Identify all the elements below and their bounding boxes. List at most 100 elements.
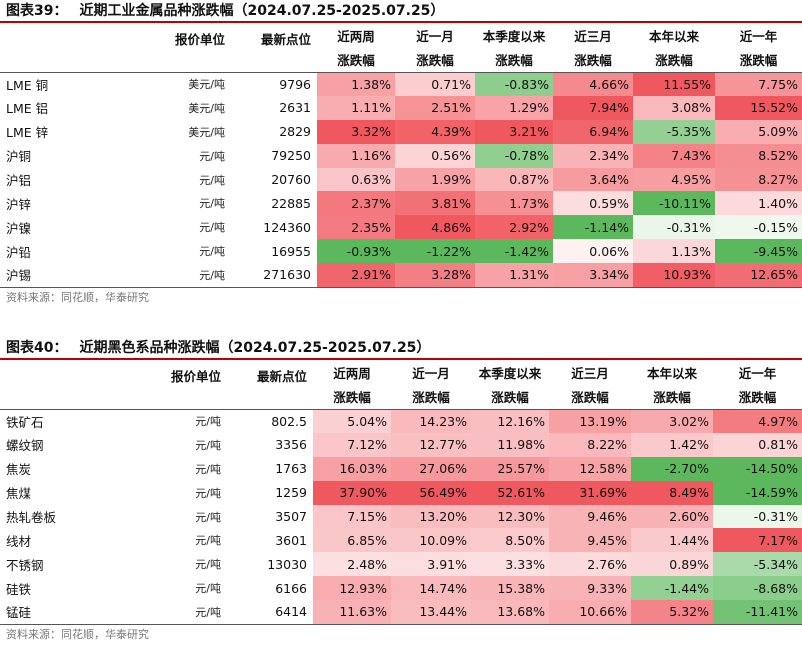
change-cell: 0.87% bbox=[475, 167, 553, 192]
change-cell: -1.22% bbox=[395, 239, 475, 264]
change-cell: 15.38% bbox=[471, 576, 549, 601]
latest-price: 271630 bbox=[227, 263, 317, 288]
change-cell: 1.42% bbox=[631, 432, 713, 457]
table-row: 沪铜 元/吨 79250 1.16% 0.56% -0.78% 2.34% 7.43% 8.52… bbox=[0, 143, 802, 168]
change-cell: 13.68% bbox=[471, 600, 549, 625]
header-period-sub: 涨跌幅 bbox=[471, 385, 549, 410]
table-row: 沪铅 元/吨 16955 -0.93% -1.22% -1.42% 0.06% 1.13% -9… bbox=[0, 239, 802, 264]
latest-price: 6166 bbox=[275, 580, 307, 596]
change-cell: -1.42% bbox=[475, 239, 553, 264]
change-cell: 7.12% bbox=[313, 432, 391, 457]
change-cell: 5.32% bbox=[631, 600, 713, 625]
change-cell: 15.52% bbox=[715, 95, 802, 120]
change-cell: 13.20% bbox=[391, 504, 471, 529]
header-period: 近三月 bbox=[571, 366, 609, 381]
quote-unit: 元/吨 bbox=[199, 197, 225, 211]
latest-price: 20760 bbox=[271, 172, 311, 187]
header-period: 本季度以来 bbox=[482, 29, 546, 44]
header-period: 近一年 bbox=[738, 366, 777, 381]
header-period-sub: 涨跌幅 bbox=[395, 48, 475, 73]
header-period-sub: 涨跌幅 bbox=[317, 48, 395, 73]
change-cell: -0.31% bbox=[633, 215, 715, 240]
header-period-sub: 涨跌幅 bbox=[391, 385, 471, 410]
header-period: 近一月 bbox=[416, 29, 454, 44]
change-cell: 12.65% bbox=[715, 263, 802, 288]
quote-unit: 元/吨 bbox=[199, 173, 225, 187]
header-period: 近一年 bbox=[739, 29, 778, 44]
change-cell: 2.92% bbox=[475, 215, 553, 240]
change-cell: 9.46% bbox=[549, 504, 631, 529]
commodity-name: LME 锌 bbox=[6, 125, 49, 141]
table-row: LME 锌 美元/吨 2829 3.32% 4.39% 3.21% 6.94% -5.35% 5… bbox=[0, 119, 802, 144]
table-row: 线材 元/吨 3601 6.85% 10.09% 8.50% 9.45% 1.44% 7.17% bbox=[0, 528, 802, 553]
header-row-1: 报价单位 最新点位 近两周 近一月 本季度以来 近三月 本年以来 近一年 bbox=[0, 23, 802, 48]
latest-price: 3507 bbox=[275, 509, 307, 524]
commodity-name: 沪铜 bbox=[6, 149, 32, 165]
change-cell: 3.32% bbox=[317, 119, 395, 144]
latest-price: 1259 bbox=[275, 485, 307, 501]
header-blank bbox=[0, 23, 95, 48]
change-cell: 2.76% bbox=[549, 552, 631, 577]
change-cell: 1.44% bbox=[631, 528, 713, 553]
change-cell: 1.99% bbox=[395, 167, 475, 192]
change-cell: 7.17% bbox=[713, 528, 802, 553]
change-cell: 2.48% bbox=[313, 552, 391, 577]
change-cell: 3.81% bbox=[395, 191, 475, 216]
change-cell: 12.77% bbox=[391, 432, 471, 457]
header-unit: 报价单位 bbox=[174, 32, 225, 47]
change-cell: -5.34% bbox=[713, 552, 802, 577]
change-cell: -10.11% bbox=[633, 191, 715, 216]
change-cell: 1.73% bbox=[475, 191, 553, 216]
table-row: LME 铜 美元/吨 9796 1.38% 0.71% -0.83% 4.66% 11.55%… bbox=[0, 72, 802, 96]
header-period-sub: 涨跌幅 bbox=[633, 48, 715, 73]
header-blank bbox=[0, 48, 95, 73]
change-cell: 2.37% bbox=[317, 191, 395, 216]
change-cell: 14.74% bbox=[391, 576, 471, 601]
commodity-name: LME 铝 bbox=[6, 101, 49, 117]
figure-label: 图表39： bbox=[6, 3, 68, 19]
change-cell: 0.89% bbox=[631, 552, 713, 577]
header-row-2: 涨跌幅 涨跌幅 涨跌幅 涨跌幅 涨跌幅 涨跌幅 bbox=[0, 385, 802, 410]
change-cell: 8.50% bbox=[471, 528, 549, 553]
header-price: 最新点位 bbox=[256, 369, 307, 384]
figure-title: 近期黑色系品种涨跌幅（2024.07.25-2025.07.25） bbox=[79, 340, 431, 356]
change-cell: 37.90% bbox=[313, 480, 391, 505]
source-note: 资料来源：同花顺，华泰研究 bbox=[6, 627, 149, 641]
latest-price: 13030 bbox=[267, 556, 307, 572]
change-cell: -9.45% bbox=[715, 239, 802, 264]
figure-label: 图表40： bbox=[6, 340, 68, 356]
header-blank bbox=[223, 385, 313, 410]
table-row: 沪锌 元/吨 22885 2.37% 3.81% 1.73% 0.59% -10.11% 1.4… bbox=[0, 191, 802, 216]
change-cell: 4.86% bbox=[395, 215, 475, 240]
change-cell: 4.97% bbox=[713, 409, 802, 433]
ferrous-section: 图表40： 近期黑色系品种涨跌幅（2024.07.25-2025.07.25） 报… bbox=[0, 337, 802, 645]
change-cell: -2.70% bbox=[631, 456, 713, 481]
change-cell: -0.83% bbox=[475, 72, 553, 96]
table-row: 热轧卷板 元/吨 3507 7.15% 13.20% 12.30% 9.46% 2.60% -0… bbox=[0, 504, 802, 529]
change-cell: 0.71% bbox=[395, 72, 475, 96]
change-cell: 4.66% bbox=[553, 72, 633, 96]
commodity-name: 锰硅 bbox=[0, 600, 95, 625]
header-price: 最新点位 bbox=[260, 32, 311, 47]
table-row: 硅铁 元/吨 6166 12.93% 14.74% 15.38% 9.33% -1.44% -8… bbox=[0, 576, 802, 601]
change-cell: 2.60% bbox=[631, 504, 713, 529]
source-note: 资料来源：同花顺，华泰研究 bbox=[6, 290, 149, 304]
header-period-sub: 涨跌幅 bbox=[715, 48, 802, 73]
latest-price: 2631 bbox=[279, 100, 311, 116]
table-row: LME 铝 美元/吨 2631 1.11% 2.51% 1.29% 7.94% 3.08% 15… bbox=[0, 95, 802, 120]
industrial-metals-section: 图表39： 近期工业金属品种涨跌幅（2024.07.25-2025.07.25） … bbox=[0, 0, 802, 308]
latest-price: 16955 bbox=[271, 243, 311, 259]
change-cell: 8.52% bbox=[715, 143, 802, 168]
table-row: 沪镍 元/吨 124360 2.35% 4.86% 2.92% -1.14% -0.31% -0… bbox=[0, 215, 802, 240]
header-blank bbox=[0, 360, 95, 385]
change-cell: 3.34% bbox=[553, 263, 633, 288]
change-cell: 9.45% bbox=[549, 528, 631, 553]
commodity-name: 铁矿石 bbox=[6, 414, 44, 430]
change-cell: 0.56% bbox=[395, 143, 475, 168]
change-cell: 0.63% bbox=[317, 167, 395, 192]
table-row: 锰硅 元/吨 6414 11.63% 13.44% 13.68% 10.66% 5.32% -1… bbox=[0, 600, 802, 625]
table-row: 焦煤 元/吨 1259 37.90% 56.49% 52.61% 31.69% 8.49% -1… bbox=[0, 480, 802, 505]
change-cell: 12.30% bbox=[471, 504, 549, 529]
commodity-name: 焦炭 bbox=[6, 462, 32, 478]
change-cell: 2.51% bbox=[395, 95, 475, 120]
